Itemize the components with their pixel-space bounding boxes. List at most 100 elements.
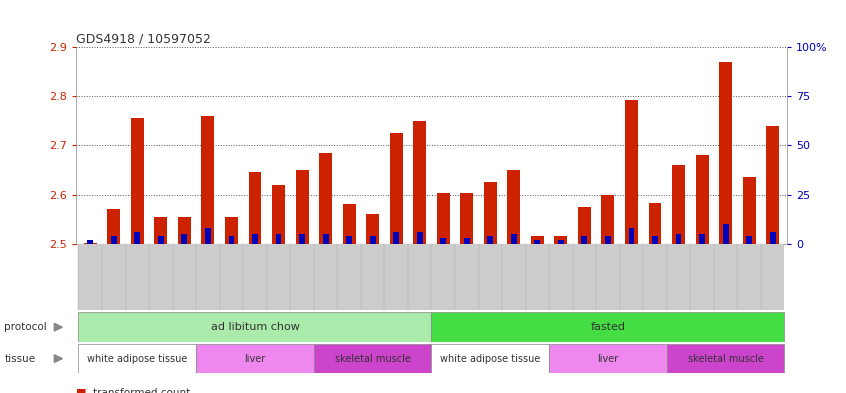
Bar — [652, 236, 658, 244]
Bar — [699, 234, 705, 244]
Bar — [417, 232, 423, 244]
Bar — [178, 217, 191, 244]
Bar — [131, 118, 144, 244]
Bar — [346, 236, 352, 244]
Bar — [272, 185, 285, 244]
Bar — [343, 204, 355, 244]
Bar — [266, 244, 290, 310]
Bar — [722, 224, 728, 244]
Bar — [770, 232, 776, 244]
Bar — [102, 244, 125, 310]
Bar — [135, 232, 140, 244]
Bar — [437, 193, 450, 244]
Bar — [479, 244, 502, 310]
Text: white adipose tissue: white adipose tissue — [440, 354, 541, 364]
Bar — [276, 234, 282, 244]
Text: liver: liver — [244, 354, 266, 364]
Bar — [667, 244, 690, 310]
Bar — [228, 236, 234, 244]
Bar — [205, 228, 211, 244]
Text: protocol: protocol — [4, 322, 47, 332]
Bar — [766, 126, 779, 244]
Bar — [596, 244, 620, 310]
Text: skeletal muscle: skeletal muscle — [335, 354, 410, 364]
Text: tissue: tissue — [4, 354, 36, 364]
Bar — [158, 236, 164, 244]
Bar — [714, 244, 738, 310]
Bar — [455, 244, 479, 310]
Bar — [554, 236, 568, 244]
Bar — [667, 344, 784, 373]
Bar — [719, 62, 732, 244]
Bar — [314, 244, 338, 310]
Text: transformed count: transformed count — [93, 388, 190, 393]
Bar — [502, 244, 525, 310]
Bar — [549, 344, 667, 373]
Bar — [220, 244, 243, 310]
Bar — [464, 238, 470, 244]
Bar — [761, 244, 784, 310]
Bar — [535, 240, 541, 244]
Bar — [581, 236, 587, 244]
Text: skeletal muscle: skeletal muscle — [688, 354, 764, 364]
Bar — [605, 236, 611, 244]
Bar — [322, 234, 328, 244]
Bar — [84, 243, 96, 244]
Bar — [484, 182, 497, 244]
Text: white adipose tissue: white adipose tissue — [87, 354, 188, 364]
Bar — [625, 100, 638, 244]
Bar — [413, 121, 426, 244]
Bar — [460, 193, 473, 244]
Bar — [746, 236, 752, 244]
Bar — [338, 244, 361, 310]
Text: ■: ■ — [76, 388, 86, 393]
Text: fasted: fasted — [591, 322, 625, 332]
Bar — [695, 155, 709, 244]
Bar — [107, 209, 120, 244]
Bar — [299, 234, 305, 244]
Bar — [196, 344, 314, 373]
Bar — [431, 244, 455, 310]
Bar — [629, 228, 634, 244]
Bar — [573, 244, 596, 310]
Bar — [393, 232, 399, 244]
Bar — [111, 236, 117, 244]
Bar — [408, 244, 431, 310]
Bar — [79, 244, 102, 310]
Bar — [149, 244, 173, 310]
Bar — [743, 177, 755, 244]
Bar — [366, 214, 379, 244]
Bar — [643, 244, 667, 310]
Bar — [440, 238, 446, 244]
Bar — [196, 244, 220, 310]
Bar — [511, 234, 517, 244]
Bar — [431, 312, 784, 342]
Bar — [487, 236, 493, 244]
Bar — [361, 244, 384, 310]
Bar — [125, 244, 149, 310]
Text: ad libitum chow: ad libitum chow — [211, 322, 299, 332]
Bar — [431, 344, 549, 373]
Bar — [249, 173, 261, 244]
Bar — [676, 234, 682, 244]
Bar — [290, 244, 314, 310]
Bar — [602, 195, 614, 244]
Bar — [319, 153, 332, 244]
Bar — [314, 344, 431, 373]
Bar — [173, 244, 196, 310]
Bar — [549, 244, 573, 310]
Bar — [295, 170, 309, 244]
Bar — [531, 236, 544, 244]
Bar — [558, 240, 563, 244]
Bar — [672, 165, 685, 244]
Bar — [79, 344, 196, 373]
Bar — [225, 217, 238, 244]
Bar — [738, 244, 761, 310]
Text: GDS4918 / 10597052: GDS4918 / 10597052 — [76, 32, 211, 45]
Bar — [384, 244, 408, 310]
Bar — [87, 240, 93, 244]
Bar — [181, 234, 187, 244]
Bar — [620, 244, 643, 310]
Bar — [690, 244, 714, 310]
Bar — [390, 133, 403, 244]
